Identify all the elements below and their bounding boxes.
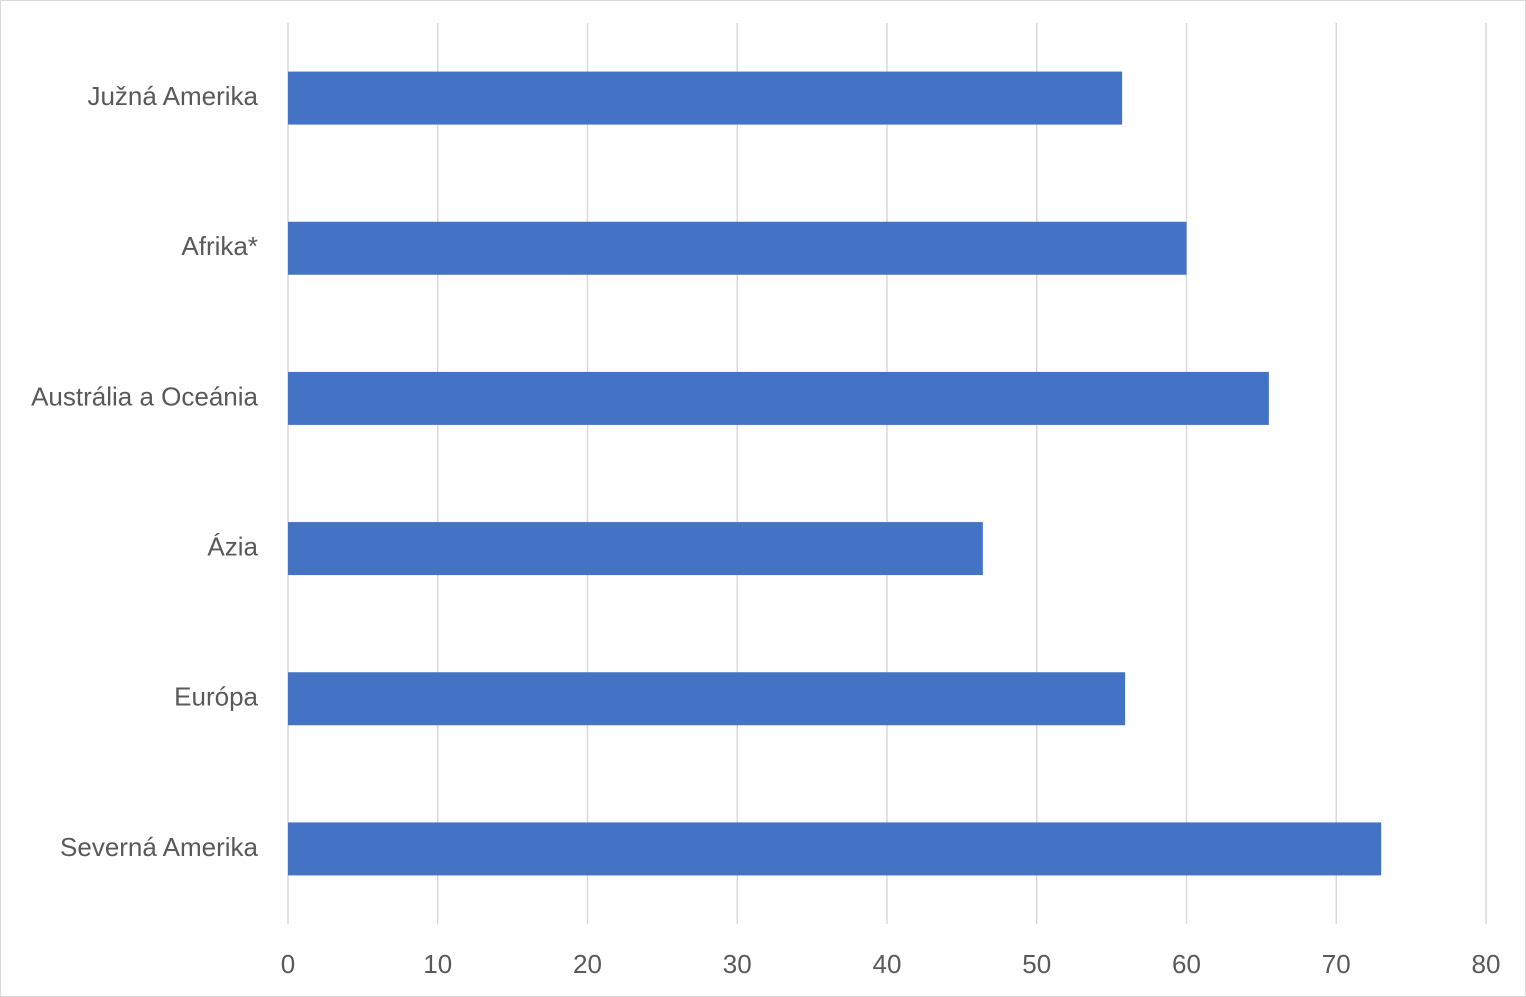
y-tick-label: Ázia (207, 531, 258, 561)
bar (288, 822, 1382, 876)
x-tick-label: 60 (1172, 949, 1201, 979)
y-tick-label: Južná Amerika (87, 81, 258, 111)
x-tick-label: 20 (573, 949, 602, 979)
bar (288, 221, 1187, 275)
x-tick-label: 80 (1472, 949, 1501, 979)
bar (288, 672, 1126, 726)
y-tick-label: Európa (174, 682, 258, 712)
x-tick-label: 30 (723, 949, 752, 979)
x-tick-label: 70 (1322, 949, 1351, 979)
bar (288, 371, 1269, 425)
y-tick-label: Afrika* (181, 231, 258, 261)
bar (288, 522, 983, 576)
y-tick-label: Austrália a Oceánia (31, 381, 258, 411)
x-tick-label: 40 (873, 949, 902, 979)
bar (288, 71, 1123, 125)
x-tick-label: 50 (1022, 949, 1051, 979)
x-tick-label: 10 (423, 949, 452, 979)
y-tick-label: Severná Amerika (60, 832, 259, 862)
x-tick-label: 0 (281, 949, 295, 979)
